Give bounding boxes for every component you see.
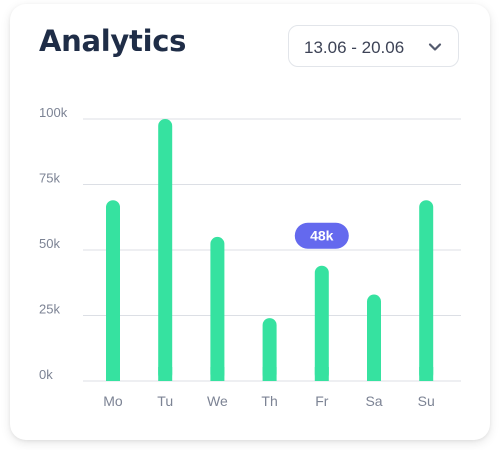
- y-tick-label: 25k: [39, 302, 60, 317]
- y-tick-label: 100k: [39, 105, 68, 120]
- x-tick-label: Sa: [365, 393, 382, 409]
- analytics-card: Analytics 13.06 - 20.06: [10, 4, 490, 440]
- bar-base: [367, 367, 381, 381]
- bar: [419, 200, 434, 381]
- bar: [106, 200, 120, 381]
- highlight-badge-label: 48k: [310, 228, 334, 244]
- y-tick-label: 75k: [39, 171, 60, 186]
- x-tick-label: Mo: [103, 393, 123, 409]
- bar: [367, 294, 381, 381]
- x-tick-label: Su: [418, 393, 435, 409]
- date-range-select[interactable]: 13.06 - 20.06: [288, 25, 459, 67]
- bar-base: [262, 367, 277, 381]
- bar-base: [106, 367, 120, 381]
- bar: [210, 236, 225, 381]
- y-tick-label: 50k: [39, 236, 60, 251]
- bar: [158, 119, 173, 381]
- x-tick-label: We: [207, 393, 228, 409]
- bar: [314, 265, 329, 381]
- x-tick-label: Fr: [315, 393, 329, 409]
- chevron-down-icon: [428, 43, 442, 51]
- y-tick-label: 0k: [39, 367, 53, 382]
- page-title: Analytics: [39, 24, 187, 58]
- bar-base: [314, 367, 329, 381]
- x-tick-label: Tu: [157, 393, 173, 409]
- x-tick-label: Th: [261, 393, 277, 409]
- bar-base: [419, 367, 434, 381]
- bar-base: [158, 367, 173, 381]
- bar-base: [210, 367, 225, 381]
- highlight-badge: [294, 222, 349, 249]
- bar: [262, 318, 277, 381]
- date-range-value: 13.06 - 20.06: [304, 38, 405, 57]
